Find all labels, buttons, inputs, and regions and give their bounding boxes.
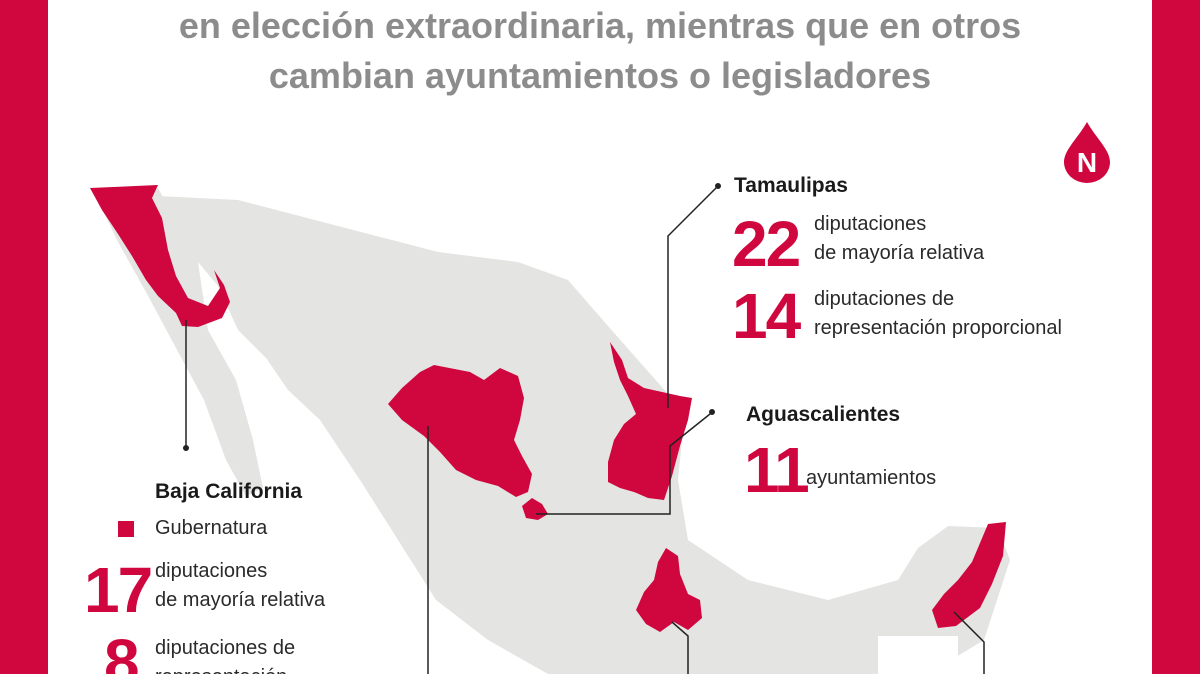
infographic-frame: en elección extraordinaria, mientras que… [48,0,1152,674]
tamaulipas-stat1-number: 22 [732,208,801,280]
baja-california-stat2-line1: diputaciones de [155,637,296,659]
mexico-map [90,183,1010,674]
gubernatura-label: Gubernatura [155,517,268,539]
quintana-roo-leader-line [953,611,985,674]
baja-peninsula-land [93,188,263,496]
tamaulipas-leader-line [667,187,717,408]
gubernatura-marker [118,521,134,537]
headline-line-1: en elección extraordinaria, mientras que… [178,5,1022,46]
tamaulipas-title: Tamaulipas [734,174,848,197]
logo-letter: N [1077,147,1097,178]
central-state-leader-line [671,621,689,674]
tamaulipas-stat1-line2: de mayoría relativa [814,242,985,264]
aguascalientes-stat-number: 11 [744,434,810,506]
baja-california-state [90,185,230,327]
tamaulipas-stat2-line1: diputaciones de [814,288,955,310]
tamaulipas-leader-dot [715,183,721,189]
northern-state-highlight [388,365,532,497]
tamaulipas-state [608,342,692,500]
baja-california-stat1-line1: diputaciones [155,560,268,582]
tamaulipas-stat2-number: 14 [732,280,801,352]
aguascalientes-stat-label: ayuntamientos [806,467,937,489]
baja-california-leader-dot [183,445,189,451]
baja-california-stat1-number: 17 [84,554,153,626]
tamaulipas-stat2-line2: representación proporcional [814,317,1062,339]
baja-california-title: Baja California [155,480,303,503]
baja-california-stat1-line2: de mayoría relativa [155,589,326,611]
headline-line-2: cambian ayuntamientos o legisladores [268,55,932,96]
aguascalientes-leader-line [536,413,711,515]
central-state-highlight [636,548,702,632]
quintana-roo-state [932,522,1006,628]
drop-n-logo-icon: N [1064,122,1110,183]
aguascalientes-title: Aguascalientes [746,403,901,426]
tamaulipas-stat1-line1: diputaciones [814,213,927,235]
aguascalientes-leader-dot [709,409,715,415]
mainland-land [158,196,1010,674]
baja-california-stat2-number: 8 [104,626,140,674]
map-cutout [878,636,958,674]
baja-california-stat2-line2: representación [155,663,287,674]
